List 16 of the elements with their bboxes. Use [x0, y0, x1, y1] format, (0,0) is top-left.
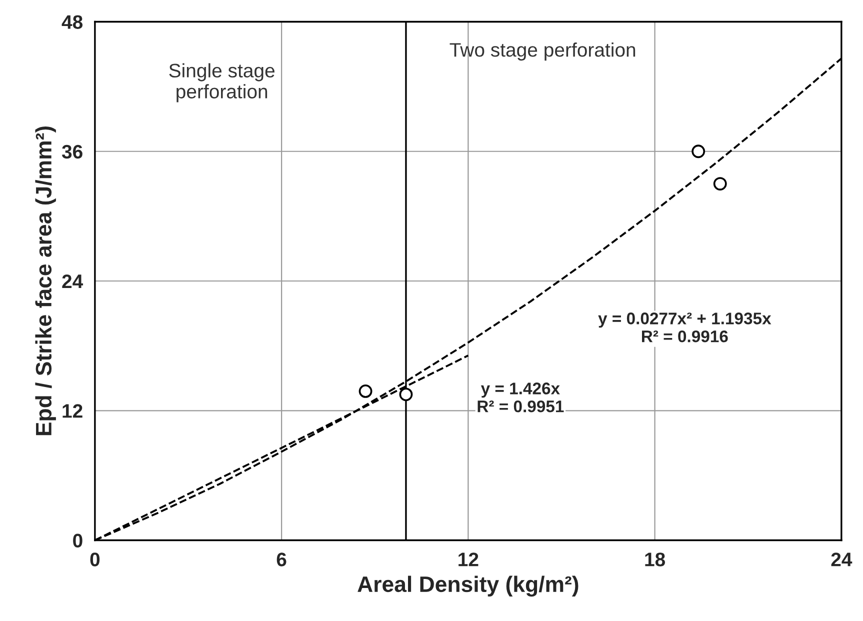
annotation: Single stage perforation	[169, 63, 274, 102]
annotation: y = 0.0277x² + 1.1935x R² = 0.9916	[598, 312, 772, 342]
y-tick-label: 12	[62, 404, 82, 418]
annotation: Two stage perforation	[450, 42, 636, 61]
x-tick-label: 24	[831, 552, 852, 566]
x-tick-label: 18	[645, 552, 666, 566]
y-tick-label: 0	[73, 534, 82, 548]
annotation: y = 1.426x R² = 0.9951	[478, 382, 564, 412]
x-tick-label: 12	[458, 552, 478, 566]
y-tick-label: 48	[62, 15, 83, 29]
y-tick-label: 24	[62, 274, 84, 288]
x-tick-label: 6	[276, 552, 286, 566]
y-axis-title: Epd / Strike face area (J/mm²)	[35, 126, 56, 436]
x-axis-title: Areal Density (kg/m²)	[358, 576, 578, 597]
x-tick-label: 0	[90, 552, 100, 566]
y-tick-label: 36	[62, 144, 82, 159]
